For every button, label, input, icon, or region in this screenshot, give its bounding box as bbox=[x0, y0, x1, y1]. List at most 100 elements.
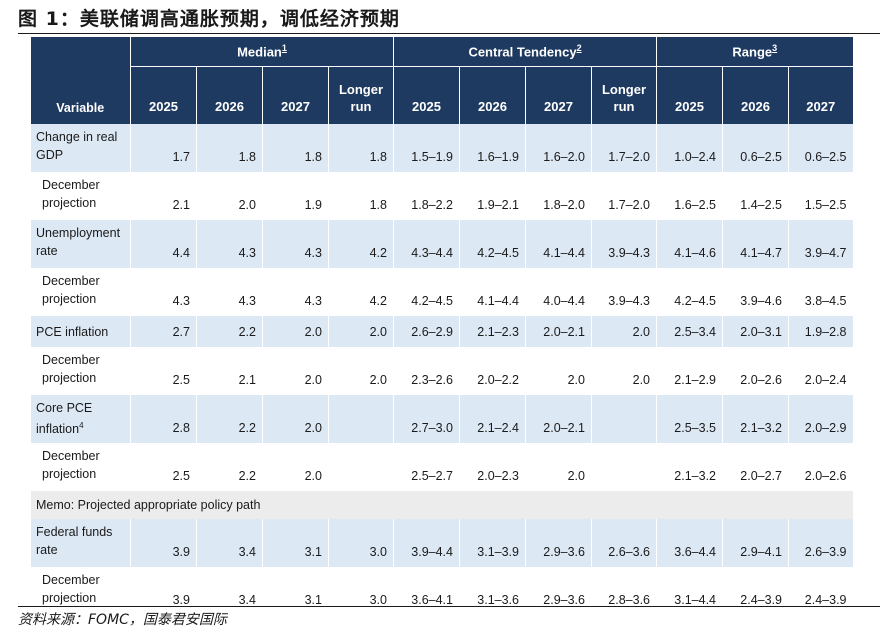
row-label-text: Core PCE inflation bbox=[36, 401, 93, 437]
title-divider bbox=[18, 33, 880, 34]
row-label-text: Unemployment rate bbox=[36, 226, 121, 258]
table-cell bbox=[328, 395, 394, 443]
table-cell: 3.4 bbox=[196, 567, 263, 615]
row-label: December projection bbox=[30, 347, 131, 395]
table-cell: 2.6–2.9 bbox=[393, 316, 460, 347]
table-cell: 2.6–3.6 bbox=[590, 519, 657, 567]
table-cell: 2.1–3.2 bbox=[722, 395, 789, 443]
table-cell: 4.3 bbox=[262, 220, 329, 268]
table-cell bbox=[590, 443, 657, 491]
table-cell: 3.1–4.4 bbox=[656, 567, 723, 615]
table-cell: 2.1–2.3 bbox=[459, 316, 526, 347]
table-cell: 3.8–4.5 bbox=[788, 268, 853, 316]
table-cell: 4.2–4.5 bbox=[393, 268, 460, 316]
table-cell: 1.9–2.1 bbox=[459, 172, 526, 220]
table-cell: 2.0 bbox=[525, 443, 592, 491]
table-cell: 3.1–3.6 bbox=[459, 567, 526, 615]
table-cell: 2.5–3.5 bbox=[656, 395, 723, 443]
table-cell: 2.0 bbox=[262, 443, 329, 491]
table-cell: 1.6–2.5 bbox=[656, 172, 723, 220]
table-cell: 2.1 bbox=[130, 172, 197, 220]
table-cell: 4.2–4.5 bbox=[459, 220, 526, 268]
table-cell: 3.0 bbox=[328, 519, 394, 567]
col-header-median-3: Longer run bbox=[328, 66, 394, 124]
projections-table-container: Variable Median1 Central Tendency2 Range… bbox=[29, 37, 853, 615]
table-cell: 1.7–2.0 bbox=[590, 172, 657, 220]
row-label-text: December projection bbox=[42, 573, 100, 605]
col-header-central-2: 2027 bbox=[525, 66, 592, 124]
table-cell: 0.6–2.5 bbox=[722, 124, 789, 172]
table-cell: 2.0–2.7 bbox=[722, 443, 789, 491]
col-header-median-0: 2025 bbox=[130, 66, 197, 124]
table-cell: 4.3 bbox=[130, 268, 197, 316]
table-cell: 3.4 bbox=[196, 519, 263, 567]
table-row: Federal funds rate 3.9 3.4 3.1 3.0 3.9–4.4 3.1… bbox=[30, 519, 853, 567]
table-cell: 2.5 bbox=[130, 443, 197, 491]
table-cell: 2.0–2.2 bbox=[459, 347, 526, 395]
table-cell: 2.7–3.0 bbox=[393, 395, 460, 443]
col-header-range-2: 2027 bbox=[788, 66, 853, 124]
table-cell: 3.0 bbox=[328, 567, 394, 615]
table-cell: 2.0–2.6 bbox=[788, 443, 853, 491]
table-cell: 2.9–3.6 bbox=[525, 519, 592, 567]
table-cell: 2.0 bbox=[262, 347, 329, 395]
table-cell: 2.1–2.9 bbox=[656, 347, 723, 395]
table-cell: 2.2 bbox=[196, 395, 263, 443]
table-cell: 4.4 bbox=[130, 220, 197, 268]
table-cell: 2.0 bbox=[328, 316, 394, 347]
table-cell: 1.0–2.4 bbox=[656, 124, 723, 172]
col-header-central-1: 2026 bbox=[459, 66, 526, 124]
table-row: December projection 2.5 2.2 2.0 2.5–2.7 2.0–2… bbox=[30, 443, 853, 491]
row-label-text: Change in real GDP bbox=[36, 130, 118, 162]
table-cell: 0.6–2.5 bbox=[788, 124, 853, 172]
table-cell: 2.0–2.6 bbox=[722, 347, 789, 395]
table-cell: 3.9–4.4 bbox=[393, 519, 460, 567]
table-body: Change in real GDP 1.7 1.8 1.8 1.8 1.5–1.9 1.6… bbox=[29, 124, 853, 615]
group-median-header: Median1 bbox=[130, 37, 394, 67]
table-cell: 3.6–4.4 bbox=[656, 519, 723, 567]
table-cell: 1.8 bbox=[262, 124, 329, 172]
row-label: December projection bbox=[30, 443, 131, 491]
table-row: December projection 4.3 4.3 4.3 4.2 4.2–4.5 4.… bbox=[30, 268, 853, 316]
row-label-text: December projection bbox=[42, 178, 100, 210]
row-label-text: December projection bbox=[42, 353, 100, 385]
table-cell: 4.3–4.4 bbox=[393, 220, 460, 268]
table-cell: 2.0 bbox=[590, 347, 657, 395]
table-cell: 2.0–2.3 bbox=[459, 443, 526, 491]
table-cell: 2.0–2.1 bbox=[525, 395, 592, 443]
table-cell: 1.7 bbox=[130, 124, 197, 172]
table-cell: 2.6–3.9 bbox=[788, 519, 853, 567]
table-cell: 3.1 bbox=[262, 519, 329, 567]
col-header-range-0: 2025 bbox=[656, 66, 723, 124]
table-cell: 4.1–4.4 bbox=[459, 268, 526, 316]
table-cell: 2.2 bbox=[196, 443, 263, 491]
group-central-label: Central Tendency bbox=[468, 44, 577, 60]
col-header-median-1: 2026 bbox=[196, 66, 263, 124]
table-cell: 3.9–4.3 bbox=[590, 268, 657, 316]
source-divider bbox=[18, 606, 880, 607]
group-range-note: 3 bbox=[772, 43, 778, 54]
table-cell: 2.5–2.7 bbox=[393, 443, 460, 491]
table-cell: 4.3 bbox=[262, 268, 329, 316]
table-cell: 2.4–3.9 bbox=[722, 567, 789, 615]
table-cell: 2.8–3.6 bbox=[590, 567, 657, 615]
table-cell: 3.9–4.7 bbox=[788, 220, 853, 268]
table-cell: 2.5–3.4 bbox=[656, 316, 723, 347]
table-cell: 1.8 bbox=[328, 172, 394, 220]
group-central-tendency-header: Central Tendency2 bbox=[392, 37, 657, 67]
row-label-text: December projection bbox=[42, 449, 100, 481]
variable-header: Variable bbox=[30, 37, 131, 124]
table-cell: 2.0 bbox=[262, 395, 329, 443]
table-row: December projection 3.9 3.4 3.1 3.0 3.6–4.1 3.… bbox=[30, 567, 853, 615]
table-cell: 4.1–4.7 bbox=[722, 220, 789, 268]
table-cell: 2.2 bbox=[196, 316, 263, 347]
table-cell: 2.0–2.1 bbox=[525, 316, 592, 347]
row-label-text: PCE inflation bbox=[36, 324, 109, 339]
row-label-footnote: 4 bbox=[79, 421, 84, 430]
table-row: December projection 2.5 2.1 2.0 2.0 2.3–2.6 2.… bbox=[30, 347, 853, 395]
table-cell bbox=[328, 443, 394, 491]
table-cell: 2.0–3.1 bbox=[722, 316, 789, 347]
col-header-median-2: 2027 bbox=[262, 66, 329, 124]
table-cell: 1.4–2.5 bbox=[722, 172, 789, 220]
table-cell: 2.1–2.4 bbox=[459, 395, 526, 443]
